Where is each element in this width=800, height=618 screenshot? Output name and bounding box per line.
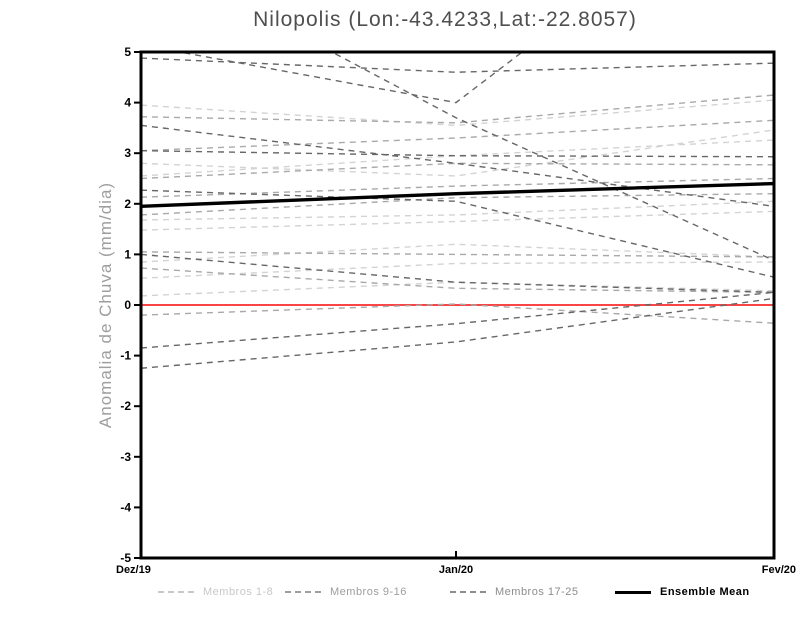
x-tick-label: Dez/19 [116, 564, 151, 576]
y-tick-label: -2 [120, 399, 131, 413]
y-tick-label: 3 [124, 146, 131, 160]
ensemble-member-line [141, 149, 774, 158]
chart-title: Nilopolis (Lon:-43.4233,Lat:-22.8057) [253, 8, 637, 31]
legend-line-swatch [285, 591, 321, 593]
ensemble-member-line [141, 291, 774, 349]
ensemble-member-line [141, 139, 774, 177]
legend-label: Ensemble Mean [660, 586, 750, 598]
legend-label: Membros 9-16 [330, 586, 407, 598]
ensemble-member-line [141, 162, 774, 180]
ensemble-member-line [141, 210, 774, 231]
legend-item: Membros 17-25 [450, 586, 579, 598]
y-tick-label: 5 [124, 45, 131, 59]
legend-label: Membros 1-8 [203, 586, 274, 598]
ensemble-member-line [141, 303, 774, 324]
ensemble-member-line [141, 261, 774, 279]
ensemble-member-line [141, 189, 774, 278]
y-tick-label: -4 [120, 500, 131, 514]
legend-line-swatch [158, 591, 194, 593]
y-tick-label: 4 [124, 96, 131, 110]
legend-item: Membros 9-16 [285, 586, 407, 598]
x-tick-label: Jan/20 [439, 564, 473, 576]
ensemble-member-line [141, 99, 774, 127]
ensemble-member-line [330, 52, 774, 262]
ensemble-member-line [141, 124, 774, 208]
ensemble-member-line [141, 129, 774, 177]
ensemble-member-line [141, 253, 774, 294]
ensemble-member-line [141, 243, 774, 263]
y-tick-label: -3 [120, 450, 131, 464]
legend-line-swatch [450, 591, 486, 593]
legend-line-swatch [615, 590, 651, 594]
ensemble-member-line [141, 119, 774, 152]
legend-item: Membros 1-8 [158, 586, 273, 598]
ensemble-mean-line [141, 181, 774, 209]
ensemble-member-line [175, 52, 524, 104]
y-tick-label: -1 [120, 349, 131, 363]
ensemble-member-line [141, 192, 774, 216]
ensemble-member-line [141, 57, 774, 73]
legend-label: Membros 17-25 [495, 586, 579, 598]
y-tick-label: 0 [124, 298, 131, 312]
y-tick-label: 1 [124, 247, 131, 261]
ensemble-member-line [141, 297, 774, 369]
y-tick-label: -5 [120, 551, 131, 565]
x-tick-label: Fev/20 [762, 564, 796, 576]
chart-legend: Membros 1-8 Membros 9-16 Membros 17-25 Ense… [0, 586, 800, 608]
legend-item: Ensemble Mean [615, 586, 750, 598]
y-tick-label: 2 [124, 197, 131, 211]
ensemble-member-line [141, 94, 774, 124]
